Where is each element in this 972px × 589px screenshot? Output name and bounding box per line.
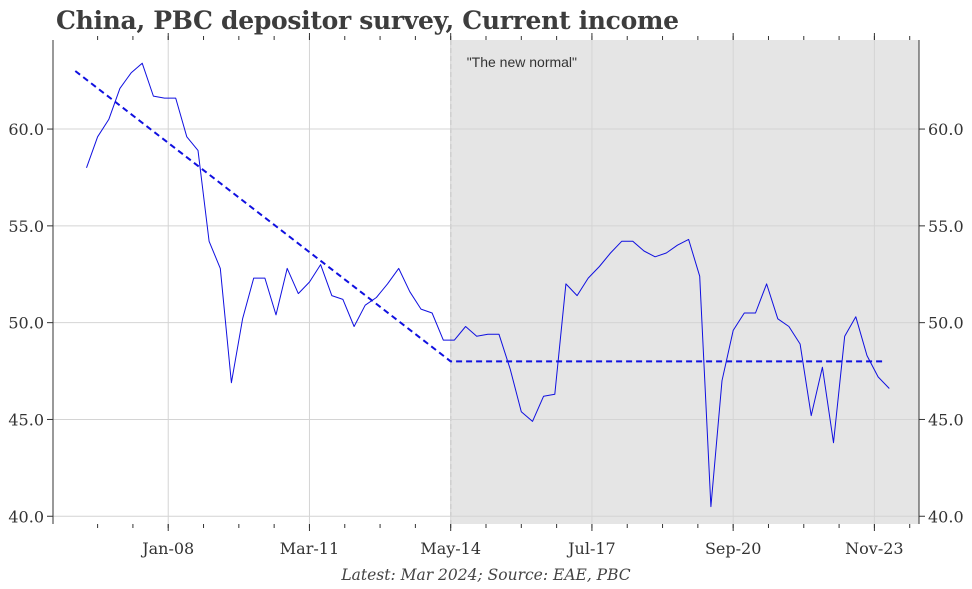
x-tick-label: Mar-11 — [280, 539, 339, 558]
y-tick-label-left: 40.0 — [8, 507, 44, 526]
y-tick-label-left: 45.0 — [8, 410, 44, 429]
current-income-line — [86, 62, 890, 508]
y-tick-label-right: 40.0 — [928, 507, 964, 526]
x-tick-label: Jul-17 — [566, 539, 616, 558]
x-tick-label: Nov-23 — [845, 539, 903, 558]
chart-title: China, PBC depositor survey, Current inc… — [56, 6, 679, 35]
y-tick-label-right: 55.0 — [928, 217, 964, 236]
y-tick-label-left: 60.0 — [8, 120, 44, 139]
series-layer — [74, 62, 890, 508]
y-tick-label-left: 55.0 — [8, 217, 44, 236]
y-tick-label-right: 50.0 — [928, 314, 964, 333]
shaded-region — [450, 40, 919, 524]
source-note: Latest: Mar 2024; Source: EAE, PBC — [341, 566, 631, 584]
trend-line — [74, 70, 886, 363]
axis-layer — [47, 33, 925, 531]
label-layer: "The new normal" 40.0 40.0 45.0 45.0 50.0 50.0… — [8, 54, 963, 558]
x-tick-label: Jan-08 — [140, 539, 194, 558]
x-tick-label: Sep-20 — [705, 539, 761, 558]
grid-layer — [53, 40, 919, 524]
shaded-region-layer — [450, 40, 919, 524]
y-tick-label-right: 45.0 — [928, 410, 964, 429]
line-chart: "The new normal" 40.0 40.0 45.0 45.0 50.0 50.0… — [8, 33, 964, 558]
shaded-region-label: "The new normal" — [467, 54, 577, 70]
y-tick-label-right: 60.0 — [928, 120, 964, 139]
x-tick-label: May-14 — [420, 539, 481, 558]
y-tick-label-left: 50.0 — [8, 314, 44, 333]
